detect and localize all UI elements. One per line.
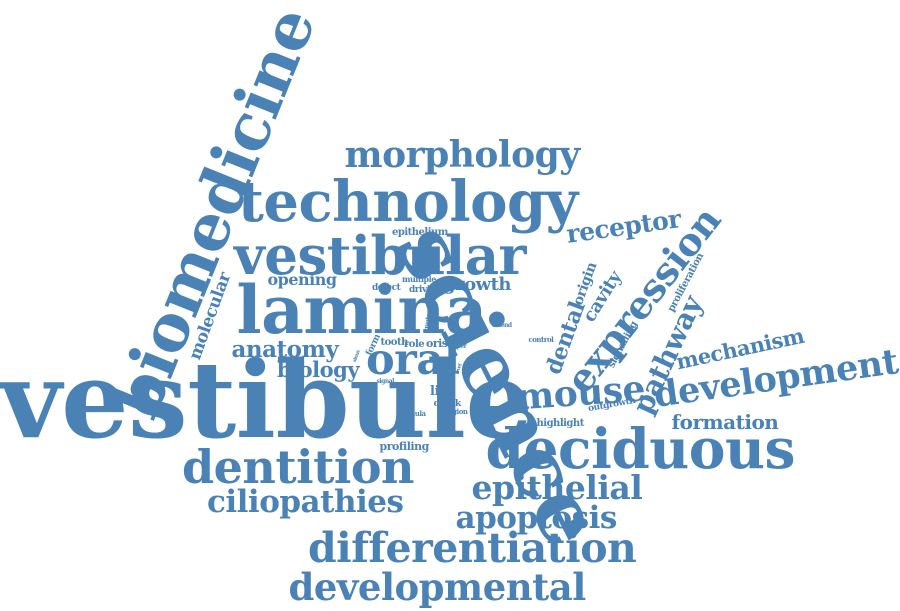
word-apoptosis: apoptosis xyxy=(455,499,618,536)
word-oral: oral xyxy=(366,334,460,385)
word-epithelial: epithelial xyxy=(471,467,643,507)
word-opening: opening xyxy=(267,270,338,289)
word-vestibule: vestibule xyxy=(0,337,533,462)
word-ciliopathies: ciliopathies xyxy=(207,483,404,520)
word-role: role xyxy=(404,339,425,350)
word-differentiation: differentiation xyxy=(308,523,637,572)
word-oris: oris xyxy=(426,336,448,350)
word-control: control xyxy=(528,334,554,344)
word-defect: defect xyxy=(372,282,401,293)
word-life: life xyxy=(430,383,452,399)
word-morphology: morphology xyxy=(344,134,581,176)
word-growth: growth xyxy=(443,274,511,295)
word-region: region xyxy=(445,406,468,416)
word-signal: signal xyxy=(376,378,395,385)
word-multiple: multiple xyxy=(402,274,436,284)
word-epithelium: epithelium xyxy=(392,227,448,238)
word-cheek: cheek xyxy=(433,398,462,409)
word-deciduous: deciduous xyxy=(485,415,796,481)
word-tooth: tooth xyxy=(380,337,409,348)
word-lamina: lamina xyxy=(236,271,488,349)
word-highlight: highlight xyxy=(536,418,585,429)
word-vestibular: vestibular xyxy=(234,224,526,287)
word-extend: extend xyxy=(492,322,512,329)
word-paper: paper xyxy=(449,343,467,350)
word-frenula: frenula xyxy=(400,408,427,418)
word-formation: formation xyxy=(671,410,779,434)
word-anatomy: anatomy xyxy=(231,335,339,363)
word-dentition: dentition xyxy=(182,440,414,494)
word-driving: driving xyxy=(409,284,442,295)
word-profiling: profiling xyxy=(379,439,430,453)
word-developmental: developmental xyxy=(288,564,587,609)
word-biology: biology xyxy=(277,356,360,382)
word-technology: technology xyxy=(238,169,578,235)
word-mouse: mouse xyxy=(514,367,646,419)
